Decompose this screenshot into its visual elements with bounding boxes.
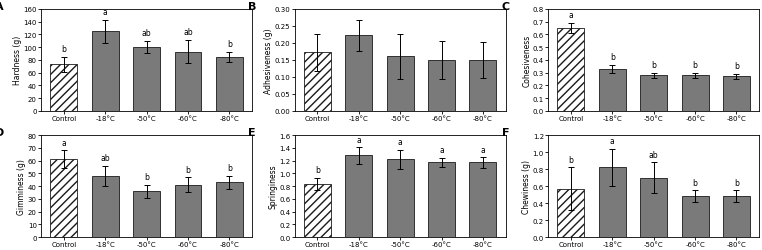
Text: b: b xyxy=(652,61,656,70)
Y-axis label: Hardness (g): Hardness (g) xyxy=(13,36,22,85)
Text: a: a xyxy=(357,135,361,144)
Text: ab: ab xyxy=(183,28,193,37)
Bar xyxy=(723,77,750,112)
Text: E: E xyxy=(248,127,256,137)
Y-axis label: Adhesiveness (g): Adhesiveness (g) xyxy=(264,28,274,93)
Text: A: A xyxy=(0,2,3,12)
Text: a: a xyxy=(481,145,485,154)
Text: b: b xyxy=(610,53,615,62)
Text: a: a xyxy=(398,138,402,146)
Bar xyxy=(174,185,201,237)
Y-axis label: Gimminess (g): Gimminess (g) xyxy=(18,158,27,214)
Text: b: b xyxy=(734,178,739,187)
Bar xyxy=(681,196,709,237)
Bar xyxy=(599,70,626,112)
Bar xyxy=(469,60,496,112)
Bar xyxy=(50,160,77,237)
Bar xyxy=(599,168,626,237)
Text: b: b xyxy=(227,164,232,172)
Bar xyxy=(557,29,584,112)
Text: ab: ab xyxy=(142,29,152,38)
Y-axis label: Springiness: Springiness xyxy=(269,164,277,208)
Bar xyxy=(304,53,331,112)
Text: ab: ab xyxy=(101,154,110,162)
Text: b: b xyxy=(568,155,573,164)
Bar xyxy=(681,76,709,112)
Text: b: b xyxy=(734,62,739,71)
Bar xyxy=(557,189,584,237)
Text: a: a xyxy=(610,136,615,145)
Text: ab: ab xyxy=(648,150,658,159)
Text: b: b xyxy=(693,61,697,70)
Bar xyxy=(216,58,243,112)
Text: b: b xyxy=(185,165,190,174)
Text: a: a xyxy=(103,8,107,17)
Bar xyxy=(50,65,77,112)
Bar xyxy=(133,191,160,237)
Text: F: F xyxy=(501,127,509,137)
Bar xyxy=(216,182,243,237)
Bar xyxy=(304,184,331,237)
Text: b: b xyxy=(144,172,149,182)
Bar xyxy=(640,178,667,237)
Bar xyxy=(386,57,414,112)
Bar xyxy=(428,163,455,237)
Text: D: D xyxy=(0,127,4,137)
Text: B: B xyxy=(248,2,257,12)
Bar xyxy=(174,52,201,112)
Text: C: C xyxy=(501,2,510,12)
Bar xyxy=(345,156,372,237)
Bar xyxy=(133,48,160,112)
Bar xyxy=(386,160,414,237)
Bar xyxy=(640,76,667,112)
Bar xyxy=(345,36,372,112)
Text: b: b xyxy=(315,166,320,174)
Y-axis label: Cohesiveness: Cohesiveness xyxy=(522,34,531,86)
Text: b: b xyxy=(227,40,232,49)
Text: b: b xyxy=(61,45,66,54)
Bar xyxy=(469,163,496,237)
Text: a: a xyxy=(62,138,66,147)
Bar xyxy=(428,60,455,112)
Y-axis label: Chewiness (g): Chewiness (g) xyxy=(522,160,531,213)
Bar xyxy=(91,176,119,237)
Bar xyxy=(91,32,119,112)
Bar xyxy=(723,196,750,237)
Text: a: a xyxy=(568,11,573,20)
Text: a: a xyxy=(439,146,444,155)
Text: b: b xyxy=(693,178,697,187)
